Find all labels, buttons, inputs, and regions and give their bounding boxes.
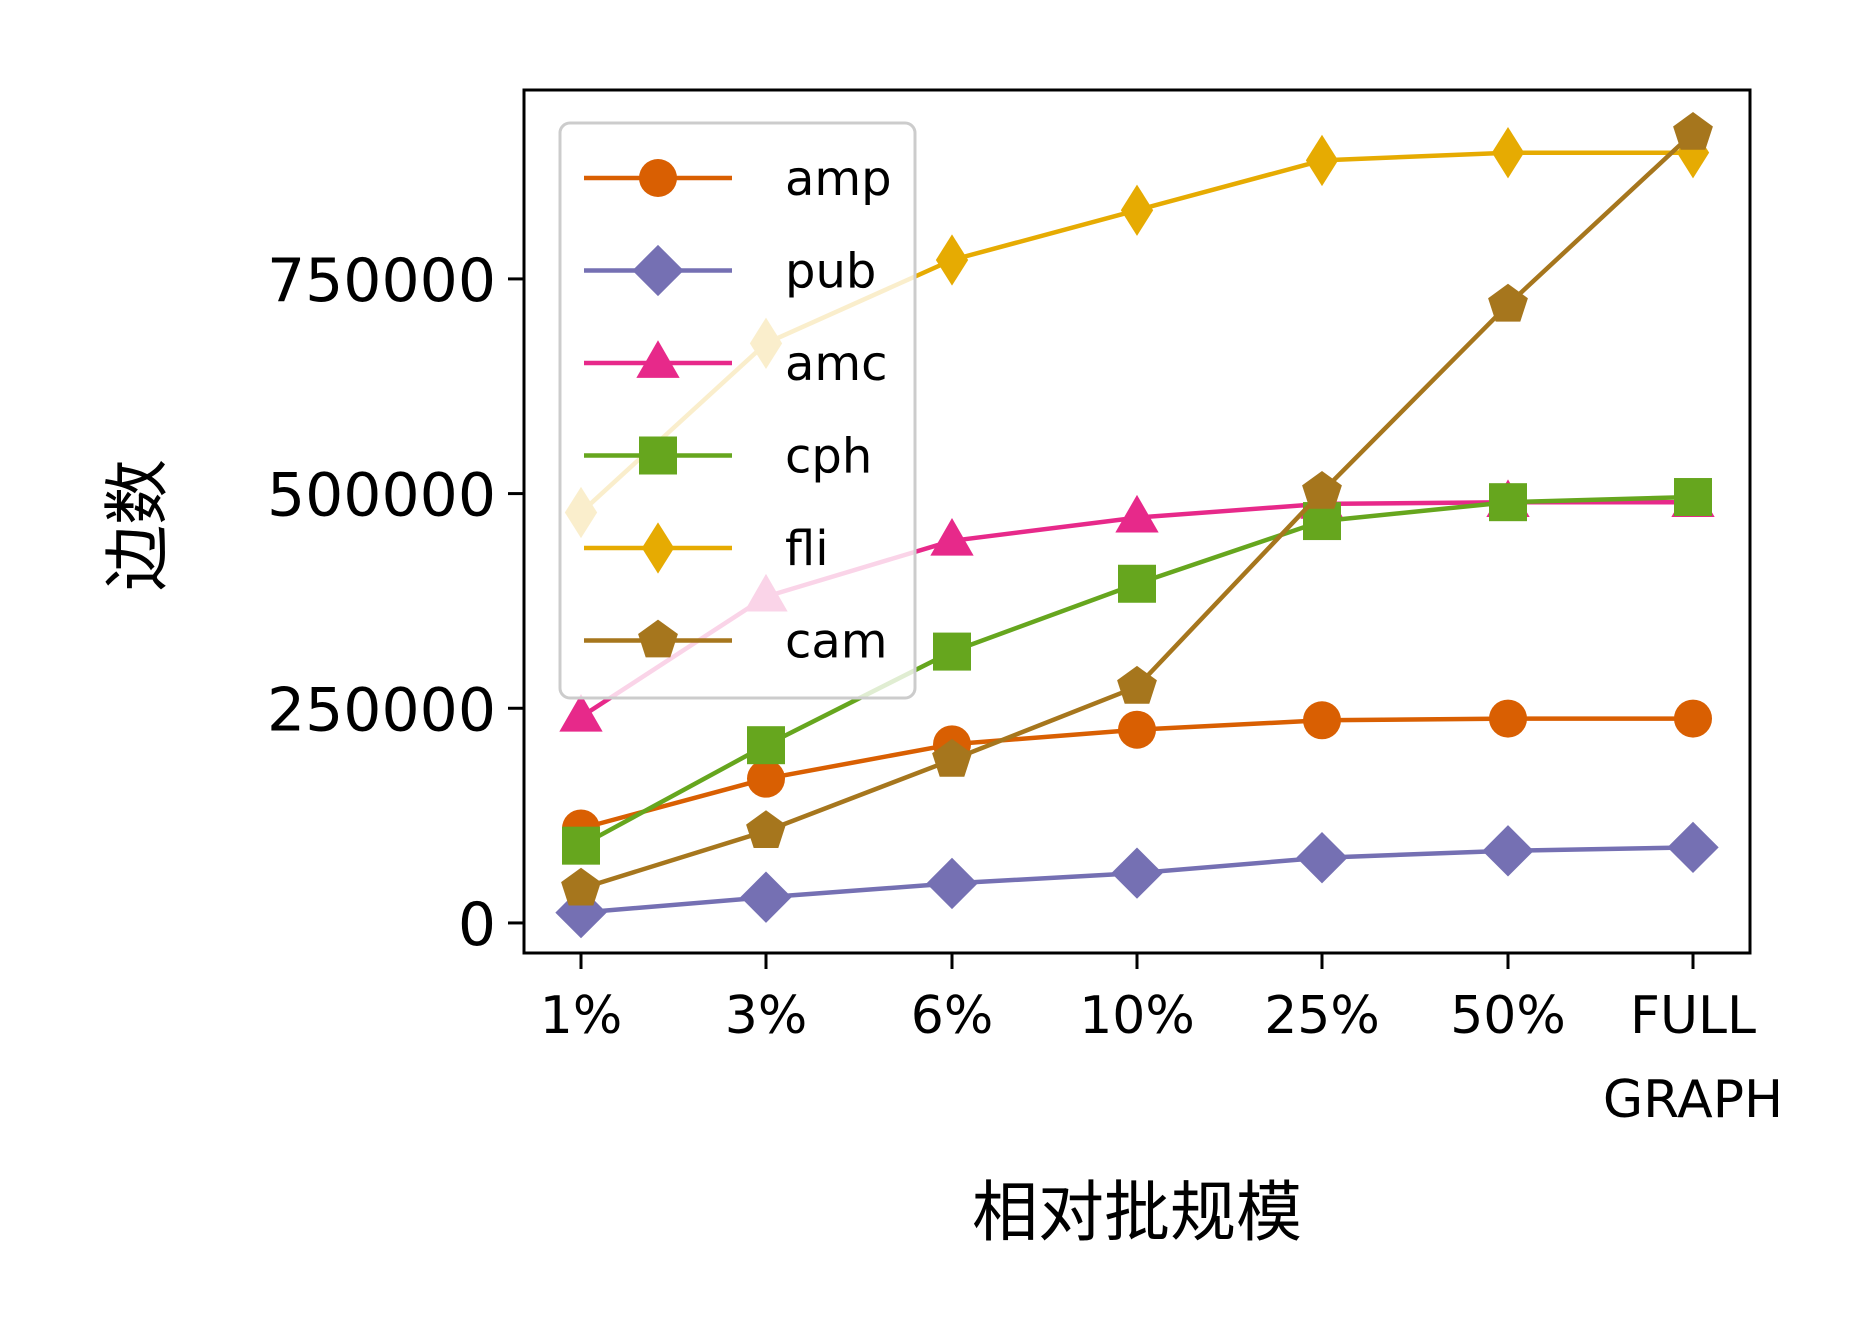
legend-item-fli: fli bbox=[584, 521, 829, 577]
data-point-fli bbox=[1120, 184, 1154, 236]
data-point-fli bbox=[935, 234, 969, 286]
data-point-pub bbox=[926, 857, 978, 910]
data-point-amc bbox=[930, 518, 974, 556]
x-tick-label: 3% bbox=[725, 986, 808, 1046]
data-point-amp bbox=[747, 759, 785, 798]
legend-marker bbox=[632, 244, 684, 297]
legend-label: cam bbox=[785, 614, 888, 670]
data-point-cph bbox=[1489, 483, 1527, 522]
data-point-amp bbox=[1674, 699, 1712, 738]
series-cam bbox=[561, 112, 1713, 906]
data-point-pub bbox=[740, 871, 792, 923]
y-tick-label: 250000 bbox=[267, 675, 496, 745]
x-axis-title: 相对批规模 bbox=[972, 1174, 1302, 1251]
legend-marker bbox=[638, 619, 678, 658]
data-point-cam bbox=[746, 810, 786, 848]
x-tick-label: 10% bbox=[1079, 986, 1195, 1046]
legend-label: cph bbox=[785, 429, 872, 485]
data-point-fli bbox=[1491, 127, 1525, 179]
x-tick-label: 6% bbox=[911, 986, 994, 1046]
legend-label: pub bbox=[785, 244, 876, 300]
data-point-amp bbox=[1489, 699, 1527, 738]
data-point-cph bbox=[933, 632, 971, 671]
data-point-cam bbox=[561, 867, 601, 906]
legend-marker bbox=[639, 159, 677, 197]
x-axis: 1% 3% 6% 10% 25% 50% FULL GRAPH bbox=[540, 953, 1783, 1130]
data-point-amp bbox=[1303, 701, 1341, 740]
data-point-cph bbox=[562, 826, 600, 865]
series-cph bbox=[562, 478, 1712, 865]
legend-item-amp: amp bbox=[584, 151, 892, 207]
x-tick-label: 25% bbox=[1264, 986, 1380, 1046]
data-point-pub bbox=[1296, 832, 1348, 884]
data-point-cam bbox=[1673, 112, 1713, 150]
data-point-cam bbox=[932, 738, 972, 777]
legend-label: amp bbox=[785, 151, 892, 207]
legend-marker bbox=[636, 340, 680, 378]
legend-marker bbox=[639, 436, 677, 475]
y-tick-label: 0 bbox=[458, 890, 496, 960]
legend-item-amc: amc bbox=[584, 336, 888, 392]
legend-item-cph: cph bbox=[584, 429, 872, 485]
data-point-cam bbox=[1302, 471, 1342, 509]
y-tick-label: 500000 bbox=[267, 461, 496, 531]
y-axis-title: 边数 bbox=[99, 459, 176, 591]
legend-box bbox=[558, 121, 917, 700]
data-point-cph bbox=[1118, 564, 1156, 603]
data-point-amp bbox=[1118, 710, 1156, 749]
data-point-fli bbox=[1305, 134, 1339, 187]
data-point-amc bbox=[559, 694, 603, 732]
y-tick-label: 750000 bbox=[267, 246, 496, 316]
data-point-amc bbox=[1115, 494, 1159, 533]
data-point-cph bbox=[1674, 478, 1712, 517]
x-tick-label: FULL GRAPH bbox=[1603, 986, 1783, 1130]
data-point-cam bbox=[1488, 283, 1528, 322]
x-tick-label: 50% bbox=[1450, 986, 1566, 1046]
data-point-pub bbox=[1111, 847, 1163, 899]
legend-label: amc bbox=[785, 336, 888, 392]
legend: amp pub amc cph fli cam bbox=[558, 121, 917, 700]
data-point-pub bbox=[1482, 825, 1534, 877]
y-axis: 0 250000 500000 750000 bbox=[267, 246, 524, 960]
legend-item-pub: pub bbox=[584, 244, 876, 300]
legend-label: fli bbox=[785, 521, 829, 577]
x-tick-label: 1% bbox=[540, 986, 623, 1046]
legend-item-cam: cam bbox=[584, 614, 888, 670]
data-point-cph bbox=[747, 726, 785, 765]
data-point-pub bbox=[1667, 821, 1719, 874]
data-point-cam bbox=[1117, 665, 1157, 704]
legend-marker bbox=[641, 522, 675, 574]
